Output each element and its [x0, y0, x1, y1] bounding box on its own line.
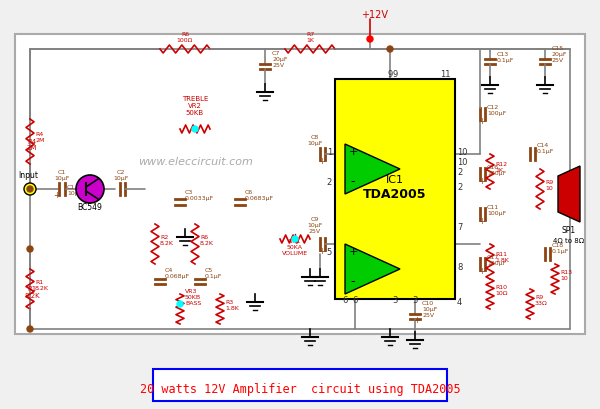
Text: 5: 5: [327, 247, 332, 256]
Text: 2: 2: [457, 168, 462, 177]
Text: +12V: +12V: [362, 10, 389, 20]
Text: +: +: [349, 246, 358, 256]
Text: 9: 9: [392, 70, 398, 79]
Text: Q1
BC549: Q1 BC549: [77, 192, 103, 211]
Text: Input: Input: [18, 171, 38, 180]
Text: C3
0.0033µF: C3 0.0033µF: [185, 190, 214, 200]
Circle shape: [177, 301, 183, 307]
Circle shape: [27, 187, 33, 193]
Text: 9: 9: [388, 70, 392, 79]
Text: IC1: IC1: [386, 175, 404, 184]
Text: R4
2M: R4 2M: [27, 138, 37, 151]
Text: -: -: [351, 175, 355, 188]
Text: +: +: [413, 315, 420, 324]
Text: TDA2005: TDA2005: [363, 188, 427, 201]
Text: R9
33Ω: R9 33Ω: [535, 294, 548, 305]
Text: R12
1K: R12 1K: [495, 162, 507, 173]
Text: +: +: [478, 117, 485, 126]
Text: R11
1.8K: R11 1.8K: [495, 252, 509, 262]
FancyBboxPatch shape: [153, 369, 447, 401]
Text: C1
10µF: C1 10µF: [67, 185, 82, 196]
Text: 3: 3: [412, 295, 418, 304]
Text: C18
0.1µF: C18 0.1µF: [552, 243, 569, 254]
Text: +: +: [53, 191, 61, 200]
Text: +: +: [478, 177, 485, 186]
Text: C9
10µF
25V: C9 10µF 25V: [307, 217, 323, 234]
Polygon shape: [345, 145, 400, 195]
Text: +: +: [349, 147, 358, 157]
Text: +: +: [318, 246, 325, 255]
Text: 4Ω to 8Ω: 4Ω to 8Ω: [553, 237, 584, 243]
Text: 6: 6: [352, 295, 358, 304]
Text: R9
10: R9 10: [545, 180, 553, 191]
Circle shape: [76, 175, 104, 204]
Text: C5
0.1µF: C5 0.1µF: [205, 267, 223, 278]
Text: +: +: [318, 157, 325, 166]
Text: C2
10µF: C2 10µF: [113, 170, 128, 180]
Polygon shape: [558, 166, 580, 222]
Text: 3: 3: [392, 295, 398, 304]
Text: R10
10Ω: R10 10Ω: [495, 285, 508, 295]
Text: R1
8.2K: R1 8.2K: [35, 279, 49, 290]
Text: C16
100µF: C16 100µF: [487, 165, 506, 175]
Text: C14
0.1µF: C14 0.1µF: [537, 143, 554, 154]
Text: 10: 10: [457, 148, 467, 157]
Text: 4: 4: [457, 297, 462, 306]
Bar: [335, 80, 455, 299]
Text: SP1: SP1: [562, 225, 576, 234]
Text: C15
20µF
25V: C15 20µF 25V: [552, 46, 568, 63]
Text: VR3
50KB
BASS: VR3 50KB BASS: [185, 289, 201, 305]
Text: R6
100Ω: R6 100Ω: [177, 32, 193, 43]
Text: C1
10µF: C1 10µF: [55, 170, 70, 180]
Text: C6
0.0683µF: C6 0.0683µF: [245, 190, 274, 200]
Text: -: -: [351, 274, 355, 287]
Text: TREBLE
VR2
50KB: TREBLE VR2 50KB: [182, 96, 208, 116]
Text: C10
10µF
25V: C10 10µF 25V: [422, 301, 437, 317]
Circle shape: [27, 246, 33, 252]
Polygon shape: [345, 245, 400, 294]
Circle shape: [27, 326, 33, 332]
Text: C8
10µF: C8 10µF: [307, 135, 323, 146]
Text: R1
8.2K: R1 8.2K: [24, 285, 40, 298]
Text: 7: 7: [457, 222, 463, 231]
Circle shape: [292, 236, 298, 243]
Circle shape: [387, 47, 393, 53]
Text: 10: 10: [457, 157, 467, 166]
Text: www.eleccircuit.com: www.eleccircuit.com: [137, 157, 253, 166]
Text: C11
100µF: C11 100µF: [487, 204, 506, 216]
Text: C13
0.1µF: C13 0.1µF: [497, 52, 514, 63]
Text: R4
2M: R4 2M: [35, 132, 44, 143]
Text: 1: 1: [327, 148, 332, 157]
Text: C17
100µF: C17 100µF: [487, 254, 506, 265]
Circle shape: [192, 127, 198, 133]
Text: 11: 11: [440, 70, 450, 79]
Circle shape: [24, 184, 36, 196]
Text: R7
1K: R7 1K: [306, 32, 314, 43]
Text: 8: 8: [457, 262, 463, 271]
Text: +: +: [478, 216, 485, 225]
Text: C4
0.068µF: C4 0.068µF: [165, 267, 190, 278]
Text: R13
10: R13 10: [560, 270, 572, 280]
Text: R6
8.2K: R6 8.2K: [200, 235, 214, 245]
Text: 2: 2: [457, 182, 462, 191]
Text: 2: 2: [327, 178, 332, 187]
Text: C12
100µF: C12 100µF: [487, 105, 506, 116]
Text: +: +: [478, 266, 485, 275]
Circle shape: [367, 37, 373, 43]
Text: R3
1.8K: R3 1.8K: [225, 299, 239, 310]
Text: 20 watts 12V Amplifier  circuit using TDA2005: 20 watts 12V Amplifier circuit using TDA…: [140, 382, 460, 396]
Text: R2
8.2K: R2 8.2K: [160, 235, 174, 245]
Bar: [15, 35, 585, 334]
Text: VR1
50KA
VOLUME: VR1 50KA VOLUME: [282, 239, 308, 255]
Text: C7
20µF
25V: C7 20µF 25V: [272, 51, 287, 68]
Text: 6: 6: [343, 295, 347, 304]
